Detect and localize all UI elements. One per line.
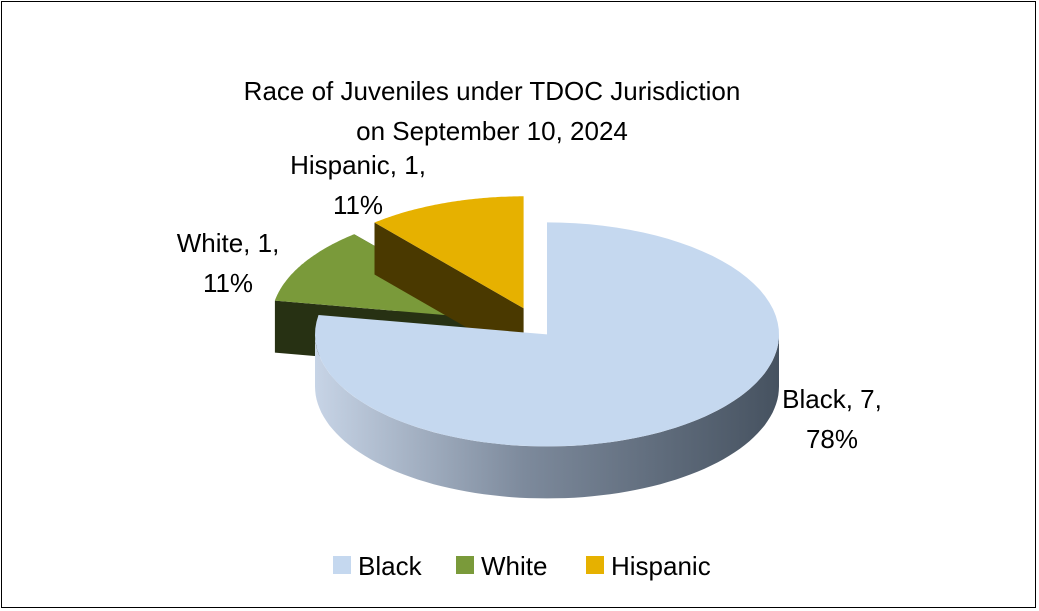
data-label-black-line-2: 78% xyxy=(806,424,858,454)
pie-top-hispanic xyxy=(374,196,524,309)
legend-swatch-hispanic xyxy=(586,556,604,574)
chart-title-line-2: on September 10, 2024 xyxy=(356,116,628,146)
pie-top-black xyxy=(315,222,779,447)
legend-swatch-black xyxy=(333,556,351,574)
data-label-hispanic-line-2: 11% xyxy=(333,190,383,220)
pie-cut-face-hispanic-0 xyxy=(374,222,524,361)
data-label-hispanic-line-1: Hispanic, 1, xyxy=(290,150,426,180)
legend-label-black: Black xyxy=(358,551,423,581)
legend-label-hispanic: Hispanic xyxy=(611,551,711,581)
legend: Black White Hispanic xyxy=(333,551,711,581)
data-label-black-line-1: Black, 7, xyxy=(782,384,882,414)
pie-slices xyxy=(274,196,779,499)
legend-swatch-white xyxy=(456,556,474,574)
data-label-white-line-1: White, 1, xyxy=(177,228,280,258)
data-label-white-line-2: 11% xyxy=(203,268,253,298)
pie-wall-black xyxy=(315,334,779,499)
chart-title-line-1: Race of Juveniles under TDOC Jurisdictio… xyxy=(244,76,741,106)
pie-slice-hispanic xyxy=(374,196,524,361)
pie-slice-black xyxy=(315,222,779,499)
legend-label-white: White xyxy=(481,551,547,581)
